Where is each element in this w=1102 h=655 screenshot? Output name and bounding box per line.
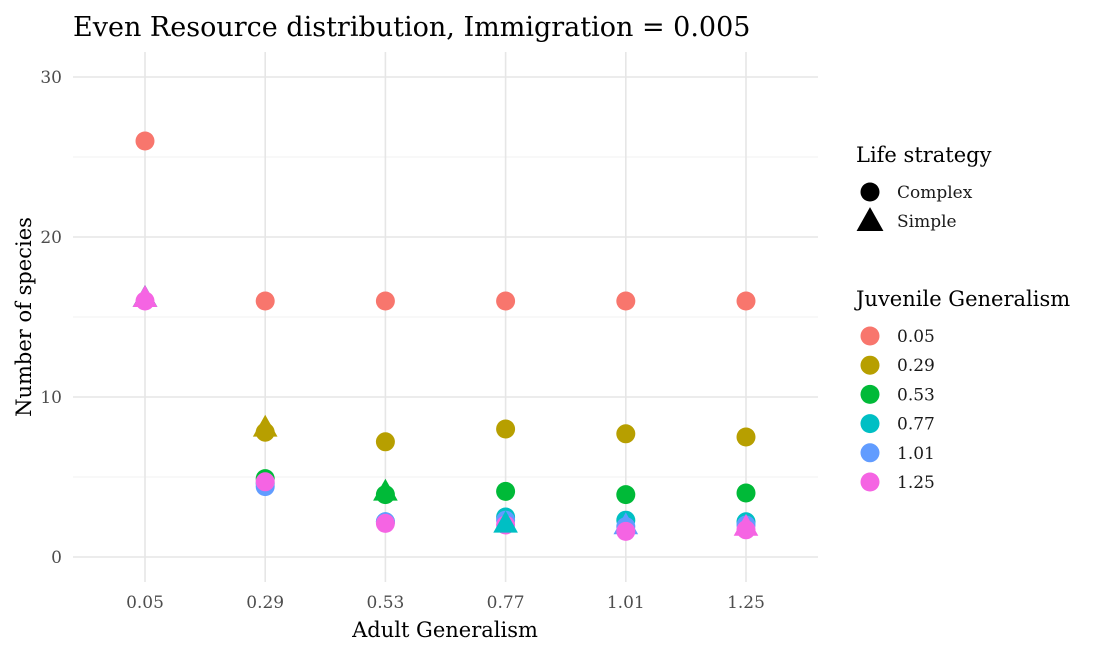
legend-key-color	[860, 443, 880, 463]
legend: Life strategy Complex Simple Juvenile Gen…	[854, 143, 1070, 493]
data-point-complex	[375, 485, 395, 505]
data-point-complex	[255, 472, 275, 492]
data-points	[132, 131, 759, 541]
shape-legend-label: Simple	[897, 212, 957, 232]
grid-lines	[73, 52, 818, 582]
data-point-simple	[493, 510, 518, 533]
x-axis-title: Adult Generalism	[351, 618, 538, 642]
color-legend-label: 0.05	[897, 327, 935, 347]
legend-key-color	[860, 472, 880, 492]
data-point-complex	[135, 291, 155, 311]
shape-legend-items: Complex Simple	[856, 182, 973, 232]
color-legend-items: 0.05 0.29 0.53 0.77 1.01 1.25	[860, 326, 935, 493]
data-point-complex	[375, 432, 395, 452]
x-tick-label: 0.77	[487, 593, 525, 613]
data-point-complex	[736, 520, 756, 540]
color-legend-title: Juvenile Generalism	[854, 287, 1070, 311]
y-tick-label: 10	[40, 388, 62, 408]
shape-legend-label: Complex	[897, 183, 973, 203]
x-tick-label: 1.25	[727, 593, 765, 613]
legend-key-color	[860, 384, 880, 404]
data-point-complex	[375, 513, 395, 533]
x-tick-label: 0.53	[366, 593, 404, 613]
data-point-complex	[496, 419, 516, 439]
data-point-complex	[736, 427, 756, 447]
x-tick-label: 0.05	[126, 593, 164, 613]
data-point-complex	[616, 424, 636, 444]
y-axis-title: Number of species	[12, 217, 36, 417]
legend-key-color	[860, 414, 880, 434]
data-point-complex	[736, 291, 756, 311]
legend-key-color	[860, 326, 880, 346]
data-point-complex	[496, 291, 516, 311]
legend-key-circle	[860, 182, 880, 202]
y-tick-labels: 0 10 20 30	[40, 68, 62, 568]
y-tick-label: 20	[40, 228, 62, 248]
data-point-complex	[255, 291, 275, 311]
legend-key-color	[860, 355, 880, 375]
shape-legend-title: Life strategy	[856, 143, 992, 167]
x-tick-label: 0.29	[246, 593, 284, 613]
color-legend-label: 0.77	[897, 415, 935, 435]
color-legend-label: 1.25	[897, 473, 935, 493]
data-point-complex	[135, 131, 155, 151]
data-point-complex	[616, 521, 636, 541]
legend-key-triangle	[856, 207, 884, 232]
x-tick-label: 1.01	[607, 593, 645, 613]
data-point-complex	[496, 481, 516, 501]
y-tick-label: 0	[51, 548, 62, 568]
data-point-complex	[616, 485, 636, 505]
data-point-complex	[255, 422, 275, 442]
y-tick-label: 30	[40, 68, 62, 88]
data-point-complex	[375, 291, 395, 311]
color-legend-label: 0.53	[897, 385, 935, 405]
chart-title: Even Resource distribution, Immigration …	[73, 12, 750, 43]
x-tick-labels: 0.05 0.29 0.53 0.77 1.01 1.25	[126, 593, 765, 613]
color-legend-label: 0.29	[897, 356, 935, 376]
data-point-complex	[616, 291, 636, 311]
data-point-complex	[736, 483, 756, 503]
color-legend-label: 1.01	[897, 444, 935, 464]
